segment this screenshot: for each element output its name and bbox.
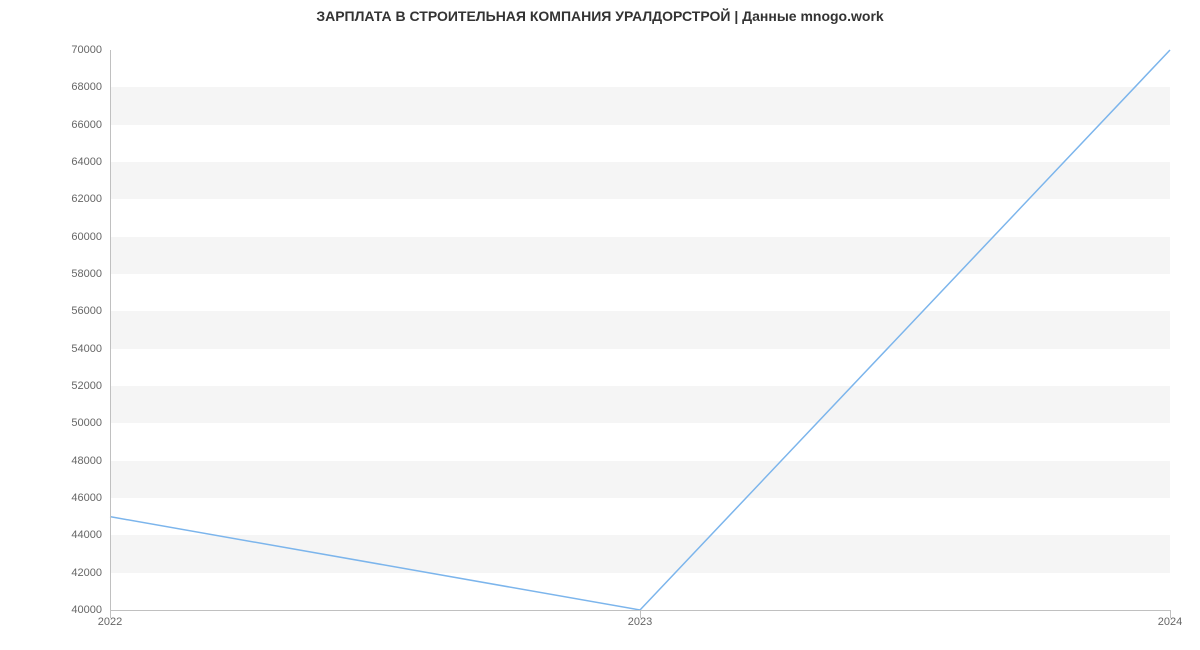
y-tick-label: 48000 bbox=[71, 455, 102, 467]
y-tick-label: 40000 bbox=[71, 604, 102, 616]
x-tick-label: 2024 bbox=[1158, 616, 1182, 628]
y-tick-label: 64000 bbox=[71, 156, 102, 168]
y-tick-label: 62000 bbox=[71, 193, 102, 205]
chart-title: ЗАРПЛАТА В СТРОИТЕЛЬНАЯ КОМПАНИЯ УРАЛДОР… bbox=[0, 8, 1200, 24]
y-tick-label: 56000 bbox=[71, 305, 102, 317]
line-series bbox=[110, 50, 1170, 610]
y-tick-label: 54000 bbox=[71, 343, 102, 355]
y-tick-label: 58000 bbox=[71, 268, 102, 280]
y-tick-label: 46000 bbox=[71, 492, 102, 504]
y-tick-label: 50000 bbox=[71, 417, 102, 429]
x-tick-label: 2023 bbox=[628, 616, 652, 628]
chart-container: ЗАРПЛАТА В СТРОИТЕЛЬНАЯ КОМПАНИЯ УРАЛДОР… bbox=[0, 0, 1200, 650]
y-tick-label: 44000 bbox=[71, 529, 102, 541]
y-tick-label: 68000 bbox=[71, 81, 102, 93]
y-tick-label: 42000 bbox=[71, 567, 102, 579]
y-tick-label: 60000 bbox=[71, 231, 102, 243]
y-axis-line bbox=[110, 50, 111, 610]
y-tick-label: 66000 bbox=[71, 119, 102, 131]
x-tick-label: 2022 bbox=[98, 616, 122, 628]
plot-area: 4000042000440004600048000500005200054000… bbox=[110, 50, 1170, 610]
y-tick-label: 52000 bbox=[71, 380, 102, 392]
salary-line bbox=[110, 50, 1170, 610]
y-tick-label: 70000 bbox=[71, 44, 102, 56]
